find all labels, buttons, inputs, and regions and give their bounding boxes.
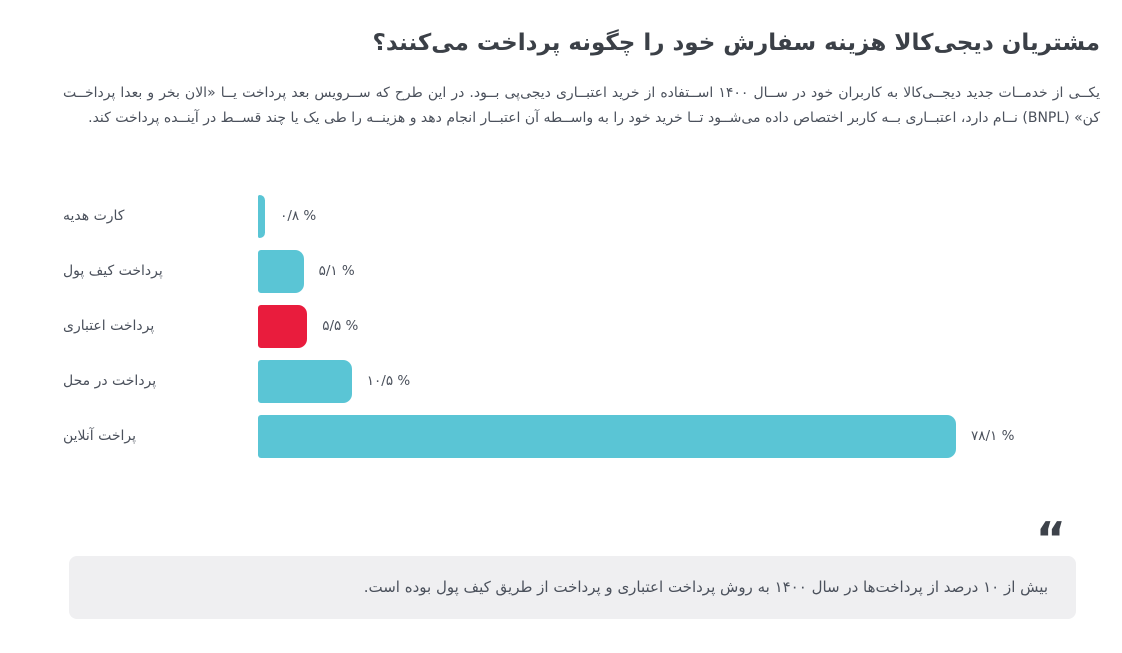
bar <box>258 304 308 348</box>
page-title: مشتریان دیجی‌کالا هزینه سفارش خود را چگو… <box>372 30 1100 56</box>
bar-value-label: ۵/۱ % <box>318 263 355 279</box>
bar-value-label: ۵/۵ % <box>322 318 359 334</box>
bar <box>258 249 304 293</box>
bar-value-label: ۱۰/۵ % <box>366 373 411 389</box>
bar-value-label: ۰/۸ % <box>280 208 317 224</box>
chart-row: پراخت آنلاین ۷۸/۱ % <box>63 414 1100 458</box>
quote-text: بیش از ۱۰ درصد از پرداخت‌ها در سال ۱۴۰۰ … <box>363 577 1048 596</box>
bar-category-label: پراخت آنلاین <box>63 428 137 444</box>
bar-category-label: پرداخت کیف پول <box>63 263 163 279</box>
chart-row: پرداخت کیف پول ۵/۱ % <box>63 249 1100 293</box>
bar <box>258 359 352 403</box>
chart-row: پرداخت اعتباری ۵/۵ % <box>63 304 1100 348</box>
quote-box: بیش از ۱۰ درصد از پرداخت‌ها در سال ۱۴۰۰ … <box>69 555 1076 619</box>
bar-category-label: پرداخت در محل <box>63 373 157 389</box>
bar <box>258 414 956 458</box>
quote-icon: “ <box>1035 511 1066 566</box>
report-page: مشتریان دیجی‌کالا هزینه سفارش خود را چگو… <box>63 26 1100 619</box>
bar-category-label: کارت هدیه <box>63 208 125 224</box>
bar <box>258 194 266 238</box>
intro-paragraph: یکــی از خدمــات جدید دیجــی‌کالا به کار… <box>63 84 1100 126</box>
bar-value-label: ۷۸/۱ % <box>971 428 1015 444</box>
chart-row: کارت هدیه ۰/۸ % <box>63 194 1100 238</box>
bar-category-label: پرداخت اعتباری <box>63 318 155 334</box>
payment-methods-bar-chart: کارت هدیه ۰/۸ % پرداخت کیف پول ۵/۱ % پرداخت … <box>63 194 1100 458</box>
quote-section: “ بیش از ۱۰ درصد از پرداخت‌ها در سال ۱۴۰… <box>63 516 1100 619</box>
chart-row: پرداخت در محل ۱۰/۵ % <box>63 359 1100 403</box>
